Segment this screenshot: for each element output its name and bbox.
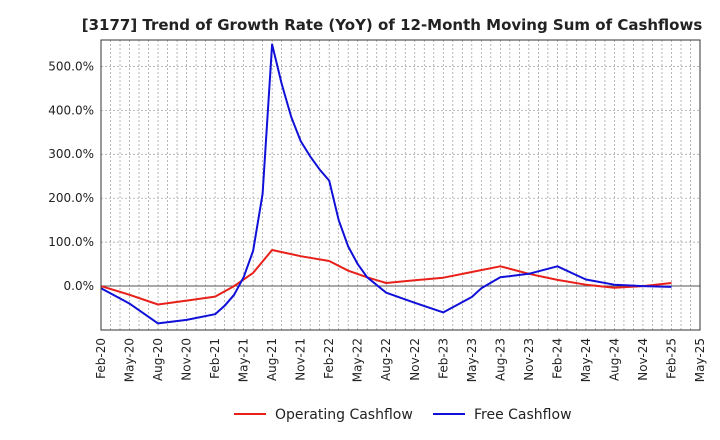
x-tick-label: Feb-22 [322,338,336,379]
legend-label-free-cashflow: Free Cashflow [474,407,572,423]
x-tick-label: Nov-23 [522,338,536,381]
x-tick-label: Aug-20 [151,338,165,381]
x-tick-label: Aug-21 [265,338,279,381]
x-tick-label: Nov-20 [180,338,194,381]
x-tick-label: Feb-21 [208,338,222,379]
x-tick-label: May-23 [465,338,479,382]
y-tick-label: 300.0% [48,147,94,161]
x-tick-label: May-21 [237,338,251,382]
x-tick-label: Nov-24 [636,338,650,381]
series-lines [100,43,672,325]
x-tick-label: Feb-24 [550,338,564,379]
legend: Operating Cashflow Free Cashflow [234,407,572,423]
y-tick-label: 200.0% [48,191,94,205]
x-tick-label: May-24 [579,338,593,382]
x-tick-label: Aug-24 [607,338,621,381]
x-tick-label: Feb-25 [664,338,678,379]
chart-title: [3177] Trend of Growth Rate (YoY) of 12-… [82,16,703,34]
x-tick-label: May-25 [693,338,707,382]
grid-lines [101,40,700,330]
x-tick-label: Aug-22 [379,338,393,381]
y-axis-tick-labels: 0.0% 100.0% 200.0% 300.0% 400.0% 500.0% [48,59,94,293]
x-tick-label: Nov-21 [294,338,308,381]
x-tick-label: Feb-20 [94,338,108,379]
x-axis-tick-labels: Feb-20 May-20 Aug-20 Nov-20 Feb-21 May-21 Aug-… [94,338,707,382]
y-tick-label: 0.0% [64,279,95,293]
legend-label-operating-cashflow: Operating Cashflow [275,407,413,423]
x-tick-label: Aug-23 [493,338,507,381]
x-tick-label: Feb-23 [436,338,450,379]
x-tick-label: May-20 [123,338,137,382]
y-tick-label: 100.0% [48,235,94,249]
y-tick-label: 400.0% [48,103,94,117]
y-tick-label: 500.0% [48,59,94,73]
plot-area-frame [100,39,701,331]
series-line-free-cashflow [100,43,672,325]
x-tick-label: Nov-22 [408,338,422,381]
x-tick-label: May-22 [351,338,365,382]
